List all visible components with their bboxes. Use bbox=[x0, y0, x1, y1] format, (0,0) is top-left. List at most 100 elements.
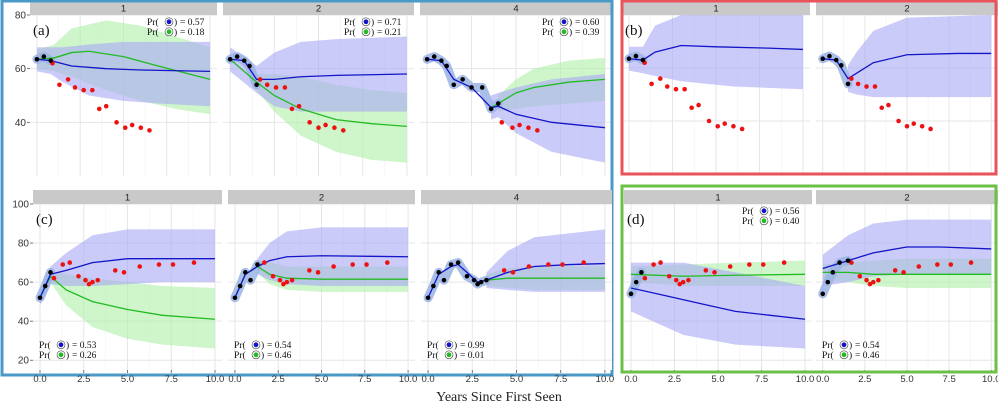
future-point bbox=[282, 85, 288, 90]
data-layer bbox=[422, 52, 605, 163]
observed-point bbox=[441, 277, 447, 283]
probability-close: ) bbox=[261, 340, 264, 351]
future-point bbox=[904, 124, 910, 129]
panel-a-1: 1 (a) Pr() = 0.57 Pr() = 0.18 40 60 80 bbox=[15, 1, 217, 176]
future-point bbox=[677, 281, 683, 287]
probability-close: ) bbox=[66, 350, 69, 361]
future-point bbox=[664, 84, 670, 89]
future-point bbox=[901, 270, 906, 275]
facet-strip-label: 2 bbox=[316, 4, 321, 15]
frame-top-right bbox=[620, 0, 998, 176]
future-point bbox=[935, 262, 940, 267]
facet-strip-label: 2 bbox=[904, 4, 909, 15]
probability-blue-value: = 0.60 bbox=[575, 18, 600, 28]
probability-prefix: Pr( bbox=[427, 340, 439, 351]
future-point bbox=[849, 76, 854, 81]
future-point bbox=[526, 125, 531, 130]
future-point bbox=[281, 281, 286, 287]
panel-d-2: 2 Pr() = 0.54 Pr() = 0.46 0.0 2.5 5.0 7.5 10.0 bbox=[816, 190, 998, 385]
future-point bbox=[364, 262, 369, 267]
future-point bbox=[51, 275, 57, 281]
future-point bbox=[666, 273, 672, 279]
x-tick-label: 7.5 bbox=[554, 374, 567, 385]
future-point bbox=[526, 264, 532, 269]
blue-band bbox=[257, 227, 409, 287]
future-point bbox=[581, 260, 587, 265]
probability-close: ) bbox=[849, 340, 852, 351]
probability-annotation: Pr() = 0.53 Pr() = 0.26 bbox=[39, 340, 97, 361]
observed-point bbox=[471, 277, 477, 283]
future-point bbox=[658, 260, 663, 265]
probability-close: ) bbox=[569, 17, 572, 28]
x-tick-label: 0.0 bbox=[624, 374, 637, 385]
probability-blue-marker bbox=[446, 342, 452, 348]
green-line bbox=[39, 275, 216, 320]
probability-prefix: Pr( bbox=[147, 17, 159, 28]
future-point bbox=[170, 262, 176, 267]
green-line bbox=[229, 58, 407, 128]
probability-blue-marker bbox=[166, 19, 172, 25]
panel-letter-label: (a) bbox=[33, 23, 50, 39]
x-tick-label: 5.0 bbox=[510, 374, 523, 385]
observed-point bbox=[820, 56, 826, 62]
y-tick-label: 80 bbox=[15, 11, 27, 22]
probability-blue-marker bbox=[363, 19, 369, 25]
x-tick-label: 7.5 bbox=[755, 374, 768, 385]
observed-point bbox=[48, 58, 54, 63]
probability-prefix: Pr( bbox=[147, 27, 159, 38]
observed-point bbox=[628, 291, 634, 297]
future-point bbox=[384, 260, 390, 265]
panel-letter-label: (c) bbox=[36, 212, 53, 228]
facet-strip bbox=[420, 1, 612, 15]
panel-b-2: 2 bbox=[816, 1, 998, 174]
probability-prefix: Pr( bbox=[344, 17, 356, 28]
blue-line bbox=[822, 52, 992, 80]
panel-b-1: 1 (b) bbox=[622, 1, 810, 174]
x-tick-label: 5.0 bbox=[711, 374, 724, 385]
future-point bbox=[928, 126, 933, 132]
x-tick-label: 2.5 bbox=[272, 374, 285, 385]
future-point bbox=[919, 124, 925, 129]
future-point bbox=[191, 260, 197, 265]
panel-c-1: 1 (c) Pr() = 0.53 Pr() = 0.26 20 40 60 80 100 0.0 2.… bbox=[12, 190, 224, 385]
green-band bbox=[50, 270, 215, 349]
probability-blue-value: = 0.54 bbox=[267, 341, 292, 351]
future-point bbox=[289, 277, 295, 283]
future-point bbox=[673, 277, 679, 283]
probability-green-marker bbox=[561, 29, 567, 35]
probability-prefix: Pr( bbox=[39, 350, 51, 361]
future-point bbox=[96, 106, 102, 112]
future-point bbox=[332, 125, 337, 130]
future-point bbox=[510, 270, 516, 275]
future-point bbox=[896, 118, 901, 124]
probability-blue-value: = 0.99 bbox=[460, 341, 485, 351]
blue-band bbox=[491, 74, 605, 163]
y-tick-label: 60 bbox=[18, 278, 30, 289]
probability-annotation: Pr() = 0.99 Pr() = 0.01 bbox=[427, 340, 485, 361]
future-point bbox=[649, 81, 654, 87]
facet-strip bbox=[33, 190, 222, 204]
probability-green-marker bbox=[58, 352, 64, 358]
future-point bbox=[277, 277, 283, 283]
probability-green-value: = 0.18 bbox=[180, 28, 205, 38]
blue-line bbox=[630, 287, 806, 320]
future-point bbox=[968, 260, 974, 265]
future-point bbox=[350, 262, 355, 267]
observed-point bbox=[425, 295, 431, 301]
probability-green-marker bbox=[166, 29, 172, 35]
facet-strip-label: 4 bbox=[514, 193, 519, 204]
future-point bbox=[857, 273, 863, 279]
future-point bbox=[137, 264, 143, 269]
observed-point bbox=[460, 77, 465, 82]
x-tick-label: 10.0 bbox=[796, 374, 815, 385]
facet-strip-label: 1 bbox=[715, 193, 720, 204]
facet-strip-label: 1 bbox=[121, 4, 126, 15]
data-layer bbox=[423, 229, 605, 303]
x-tick-label: 2.5 bbox=[668, 374, 681, 385]
probability-blue-value: = 0.53 bbox=[72, 341, 97, 351]
probability-green-marker bbox=[446, 352, 452, 358]
facet-strip bbox=[816, 1, 998, 15]
observed-point bbox=[41, 54, 47, 59]
future-point bbox=[307, 120, 312, 125]
